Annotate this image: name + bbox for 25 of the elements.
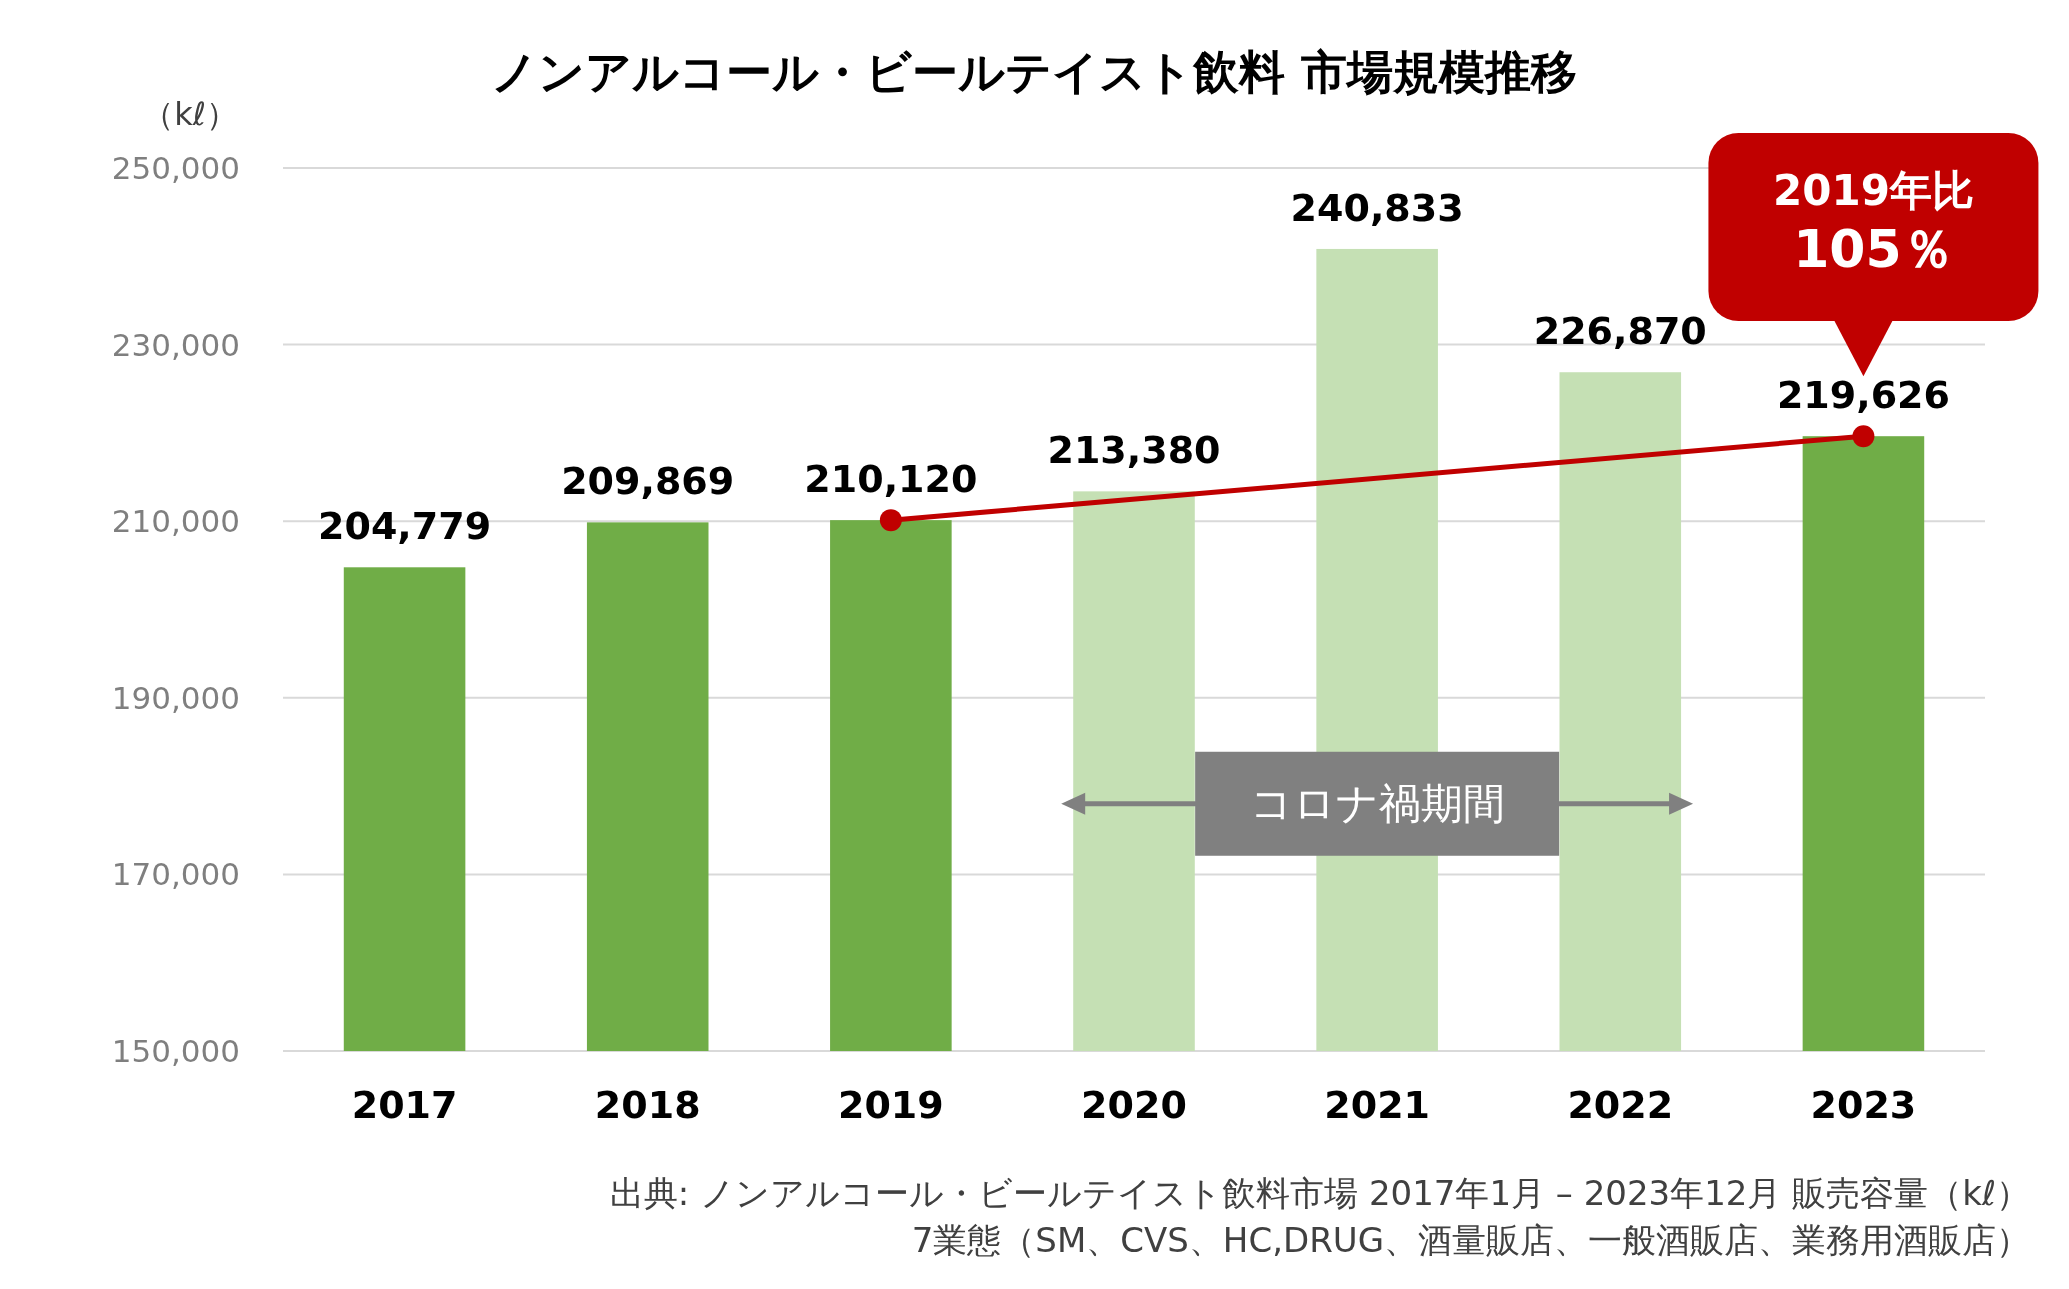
- source-note: 出典: ノンアルコール・ビールテイスト飲料市場 2017年1月 – 2023年12月 販売容量（kℓ）: [609, 1173, 2030, 1213]
- data-label: 213,380: [1047, 428, 1221, 473]
- data-label: 204,779: [318, 504, 492, 549]
- x-tick-label: 2018: [594, 1083, 701, 1127]
- x-tick-label: 2021: [1324, 1083, 1431, 1127]
- data-label: 226,870: [1533, 309, 1707, 354]
- text: 7業態（SM、CVS、HC,DRUG、酒量販店、一般酒販店、業務用酒販店）: [911, 1220, 2030, 1260]
- x-tick-label: 2017: [351, 1083, 458, 1127]
- y-tick-label: 170,000: [111, 856, 240, 893]
- x-tick-label: 2019: [837, 1083, 944, 1127]
- y-axis-title: （kℓ）: [142, 95, 238, 133]
- data-label: 219,626: [1776, 373, 1950, 418]
- y-tick-label: 230,000: [111, 326, 240, 363]
- annotation: 2019年比 105％: [1772, 166, 1974, 279]
- y-tick-label: 210,000: [111, 503, 240, 540]
- x-tick-label: 2023: [1810, 1083, 1917, 1127]
- x-tick-label: 2022: [1567, 1083, 1674, 1127]
- y-tick-label: 150,000: [111, 1033, 240, 1069]
- data-label: 210,120: [804, 457, 978, 502]
- chart-title: ノンアルコール・ビールテイスト飲料 市場規模推移: [491, 45, 1578, 99]
- data-label: 240,833: [1290, 185, 1464, 230]
- x-tick-label: 2020: [1081, 1083, 1187, 1127]
- data-label: 209,869: [561, 459, 735, 504]
- y-tick-label: 250,000: [111, 150, 240, 186]
- y-tick-label: 190,000: [111, 679, 240, 716]
